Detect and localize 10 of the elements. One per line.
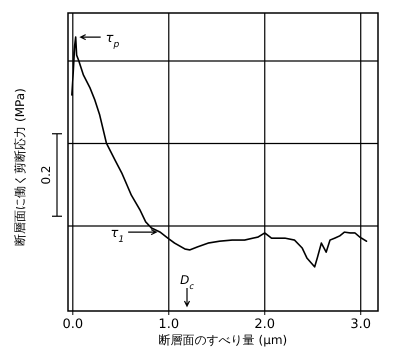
y-axis-title: 断層面に働く剪断応力 (MPa) bbox=[13, 88, 27, 246]
annotation: D$_{c}$ bbox=[180, 273, 194, 291]
x-tick-label: 3.0 bbox=[350, 317, 372, 332]
annotation: τ$_{1}$ bbox=[110, 226, 124, 246]
x-axis-title: 断層面のすべり量 (μm) bbox=[158, 333, 288, 347]
annotation: τ$_{p}$ bbox=[106, 31, 120, 50]
text: 0.2 bbox=[39, 165, 53, 185]
x-tick-label: 1.0 bbox=[158, 317, 180, 332]
x-tick-label: 2.0 bbox=[254, 317, 276, 332]
x-tick-label: 0.0 bbox=[62, 317, 84, 332]
